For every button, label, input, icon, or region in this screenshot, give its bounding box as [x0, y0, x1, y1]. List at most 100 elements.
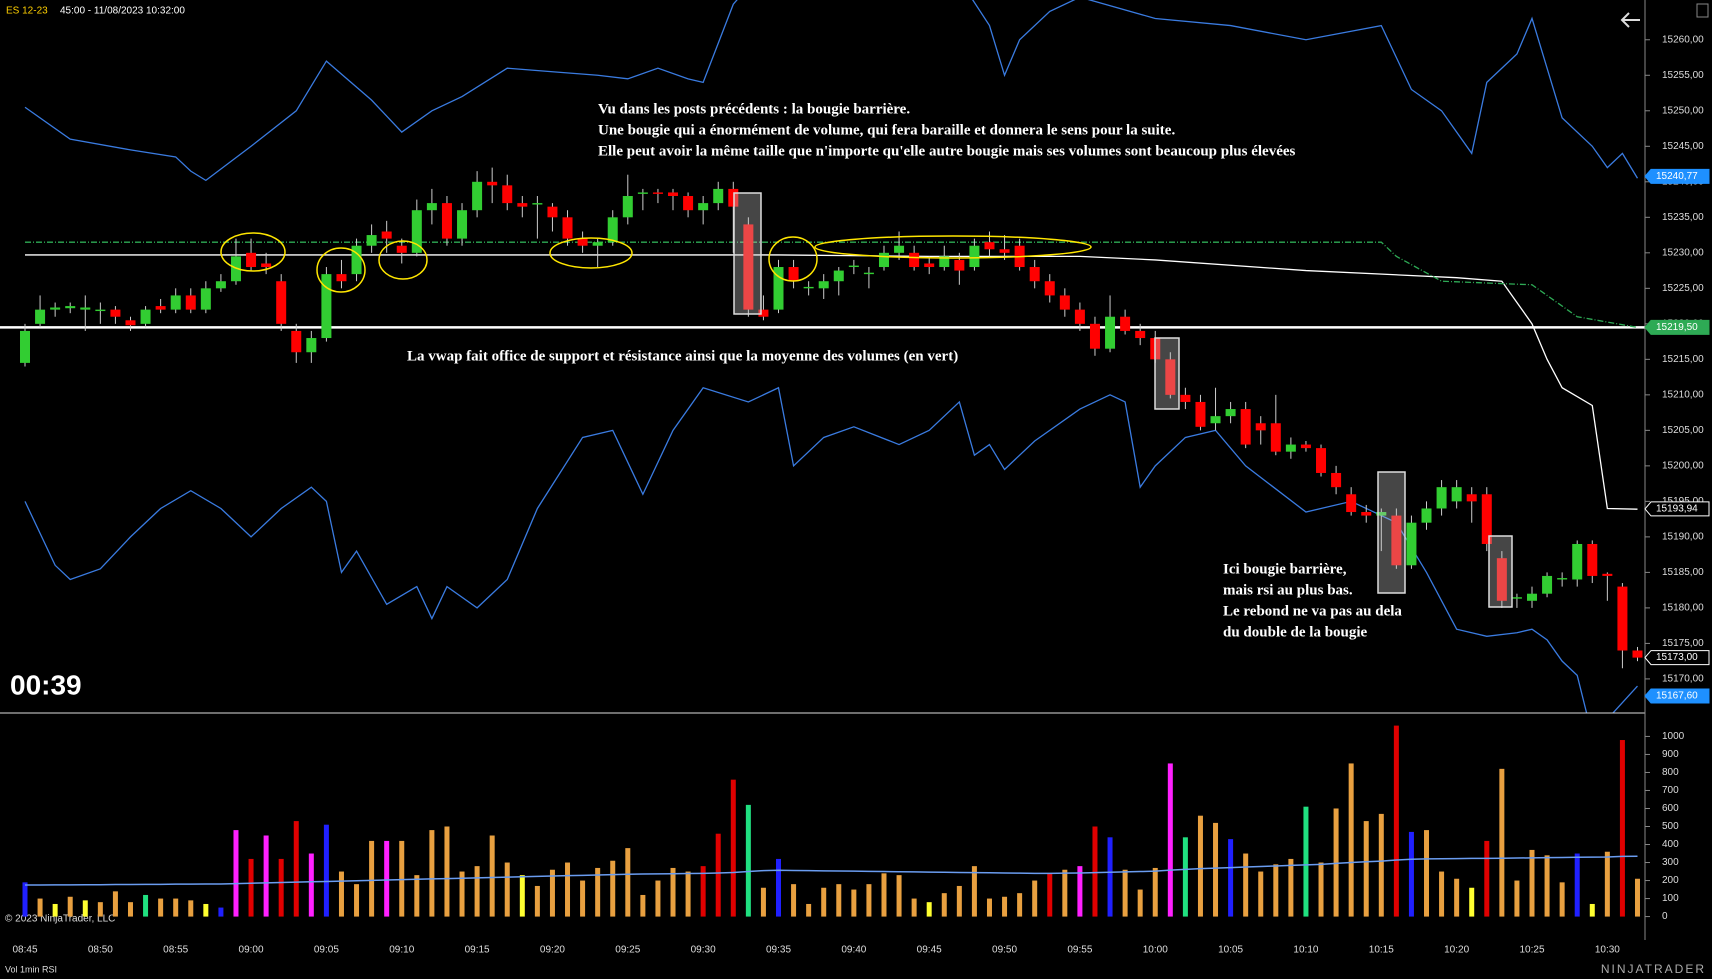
volume-bar — [986, 898, 992, 917]
x-tick-label: 09:05 — [314, 945, 339, 956]
y-tick-label: 1000 — [1662, 731, 1685, 742]
volume-bar — [685, 871, 691, 917]
volume-bar — [1182, 837, 1188, 917]
candle-body — [1029, 267, 1040, 282]
volume-bar — [203, 903, 209, 917]
candle-body — [1511, 597, 1522, 599]
candle-body — [396, 245, 407, 253]
y-tick-label: 100 — [1662, 893, 1679, 904]
candle-body — [125, 320, 136, 326]
candle-body — [1255, 423, 1266, 431]
volume-bar — [791, 884, 797, 917]
y-tick-label: 15260,00 — [1662, 34, 1704, 45]
volume-bar — [610, 860, 616, 917]
y-tick-label: 15200,00 — [1662, 461, 1704, 472]
candle-body — [788, 267, 799, 282]
volume-bar — [730, 779, 736, 917]
volume-bar — [1544, 855, 1550, 917]
volume-bar — [323, 824, 329, 917]
volume-bar — [1559, 882, 1565, 917]
candle-body — [1496, 558, 1507, 601]
candle-body — [1406, 522, 1417, 566]
candle-body — [939, 256, 950, 268]
candle-body — [321, 274, 332, 339]
candle-body — [622, 196, 633, 218]
volume-bar — [971, 866, 977, 917]
volume-bar — [263, 835, 269, 917]
volume-bar — [1634, 878, 1640, 917]
candle-body — [1059, 295, 1070, 310]
volume-bar — [1243, 853, 1249, 917]
y-tick-label: 15175,00 — [1662, 638, 1704, 649]
y-tick-label: 500 — [1662, 821, 1679, 832]
candle-body — [1557, 578, 1568, 580]
candle-body — [457, 210, 468, 239]
volume-bar — [1424, 830, 1430, 917]
volume-bar — [896, 875, 902, 917]
candle-body — [502, 185, 513, 204]
x-tick-label: 09:30 — [691, 945, 716, 956]
volume-bar — [1619, 740, 1625, 917]
annotation: Ici bougie barrière, — [1223, 561, 1347, 577]
candle-body — [1587, 543, 1598, 576]
x-tick-label: 08:55 — [163, 945, 188, 956]
price-marker-label: 15167,60 — [1656, 691, 1698, 702]
volume-bar — [1589, 903, 1595, 917]
candle-body — [999, 249, 1010, 253]
volume-bar — [881, 873, 887, 917]
back-arrow[interactable] — [1620, 12, 1640, 28]
volume-bar — [1107, 837, 1113, 917]
volume-bar — [82, 900, 88, 917]
highlight-ellipse — [316, 247, 366, 293]
candle-body — [984, 242, 995, 250]
volume-bar — [1318, 862, 1324, 917]
volume-bar — [806, 903, 812, 917]
volume-bar — [414, 875, 420, 917]
x-tick-label: 09:40 — [841, 945, 866, 956]
y-tick-label: 15250,00 — [1662, 105, 1704, 116]
candle-body — [924, 263, 935, 268]
volume-bar — [836, 884, 842, 917]
y-tick-label: 15210,00 — [1662, 389, 1704, 400]
candle-body — [441, 203, 452, 239]
volume-bar — [1348, 763, 1354, 917]
volume-average — [25, 855, 1638, 886]
candle-body — [547, 206, 558, 218]
candle-body — [140, 309, 151, 324]
volume-bar — [1077, 866, 1083, 917]
menu-icon[interactable] — [1696, 3, 1709, 18]
highlight-box — [1488, 535, 1513, 608]
y-tick-label: 15255,00 — [1662, 70, 1704, 81]
volume-bar — [1197, 815, 1203, 917]
indicator-line — [25, 254, 1638, 510]
volume-bar — [1288, 858, 1294, 917]
candle-body — [698, 203, 709, 211]
candle-body — [351, 245, 362, 275]
candle-body — [878, 252, 889, 268]
volume-bar — [1514, 880, 1520, 917]
y-tick-label: 15225,00 — [1662, 283, 1704, 294]
annotation: La vwap fait office de support et résist… — [407, 348, 958, 364]
candle-body — [803, 286, 814, 289]
candle-body — [1391, 515, 1402, 566]
candle-body — [1089, 323, 1100, 349]
volume-bar — [1213, 822, 1219, 917]
candle-body — [411, 210, 422, 253]
indicator-line — [25, 241, 1638, 329]
volume-bar — [37, 898, 43, 917]
annotation: Elle peut avoir la même taille que n'imp… — [598, 143, 1296, 159]
volume-bar — [233, 830, 239, 917]
volume-bar — [760, 887, 766, 917]
volume-bar — [127, 902, 133, 917]
volume-bar — [1137, 889, 1143, 917]
volume-bar — [158, 898, 164, 917]
x-tick-label: 08:50 — [88, 945, 113, 956]
candle-body — [246, 252, 257, 268]
candle-body — [562, 217, 573, 239]
candle-body — [1120, 316, 1131, 331]
volume-bar — [1454, 878, 1460, 917]
candle-body — [1240, 409, 1251, 445]
candle-body — [110, 309, 121, 317]
candle-body — [1451, 487, 1462, 502]
volume-bar — [1499, 768, 1505, 917]
